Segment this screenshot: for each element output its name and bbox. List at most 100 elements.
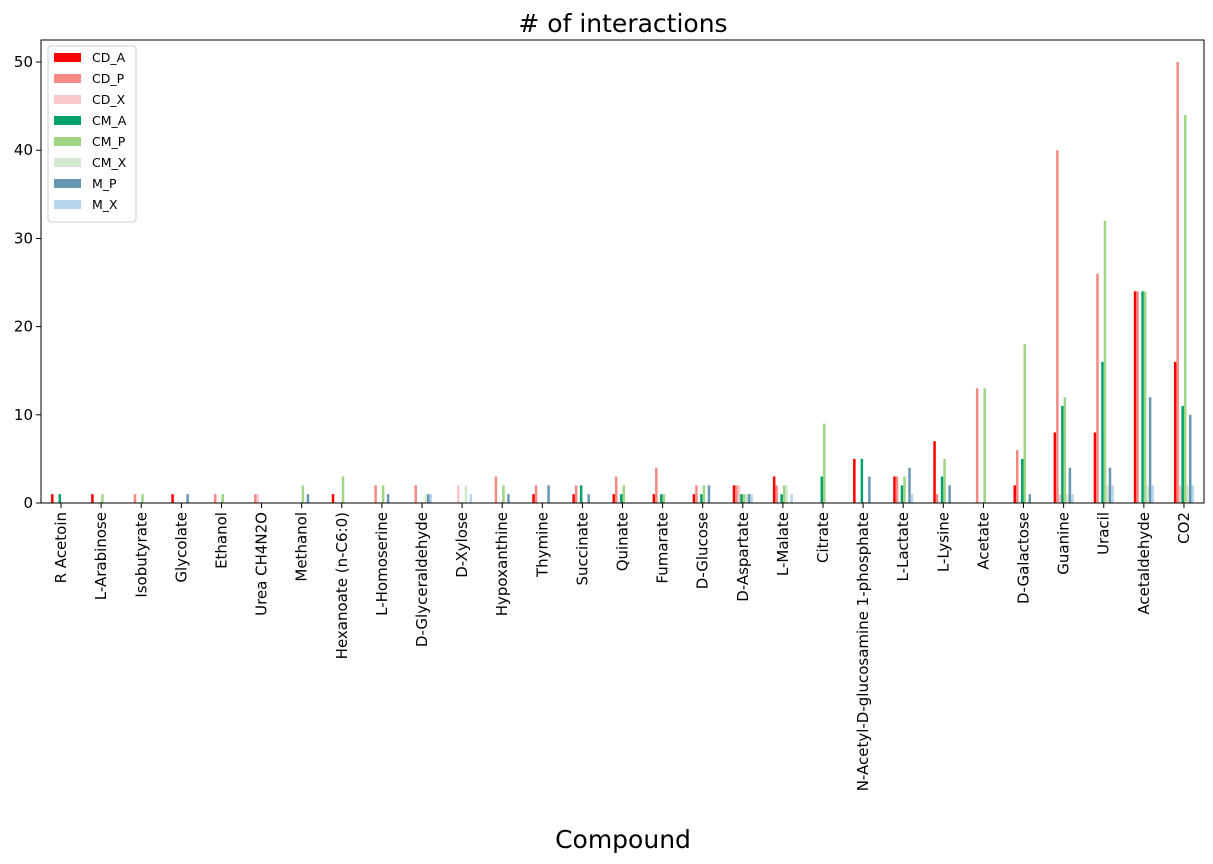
bar-CM_P-17 bbox=[742, 494, 746, 503]
bar-CD_P-17 bbox=[735, 485, 738, 503]
bar-CM_X-28 bbox=[1186, 485, 1189, 503]
x-tick-label: R Acetoin bbox=[52, 512, 70, 583]
bar-M_P-17 bbox=[747, 494, 751, 503]
bar-M_P-12 bbox=[547, 485, 550, 503]
bar-CM_X-27 bbox=[1146, 485, 1149, 503]
x-tick-label: Succinate bbox=[573, 512, 591, 586]
bar-CM_P-25 bbox=[1063, 397, 1067, 503]
bar-M_P-20 bbox=[868, 476, 871, 503]
x-tick-label: L-Lysine bbox=[934, 512, 952, 572]
bar-CD_P-25 bbox=[1056, 150, 1059, 504]
legend-swatch-M_X bbox=[54, 200, 81, 209]
bar-M_P-24 bbox=[1028, 494, 1032, 503]
bar-CM_X-9 bbox=[424, 494, 427, 503]
bar-M_X-9 bbox=[429, 494, 433, 503]
bar-M_X-18 bbox=[790, 494, 793, 503]
bar-CM_P-18 bbox=[782, 485, 786, 503]
x-tick-label: Thymine bbox=[533, 512, 551, 578]
bar-M_P-28 bbox=[1188, 414, 1192, 503]
x-tick-label: Hexanoate (n-C6:0) bbox=[333, 512, 351, 659]
y-tick-label: 10 bbox=[14, 406, 33, 424]
legend-swatch-CD_X bbox=[54, 95, 81, 104]
bar-CM_A-28 bbox=[1181, 405, 1184, 503]
chart-title: # of interactions bbox=[518, 9, 727, 38]
bar-CM_P-21 bbox=[903, 476, 906, 503]
bar-M_X-27 bbox=[1151, 485, 1154, 503]
bar-CD_A-21 bbox=[893, 476, 896, 503]
legend-swatch-CM_P bbox=[54, 137, 81, 146]
bar-CM_A-0 bbox=[58, 494, 62, 503]
bar-M_P-26 bbox=[1108, 467, 1112, 503]
x-tick-label: N-Acetyl-D-glucosamine 1-phosphate bbox=[854, 512, 872, 791]
bar-CM_X-17 bbox=[745, 494, 748, 503]
bar-CM_P-27 bbox=[1143, 291, 1147, 503]
bar-CD_A-13 bbox=[572, 494, 575, 503]
y-tick-label: 50 bbox=[14, 53, 33, 71]
bar-CM_A-16 bbox=[700, 494, 703, 503]
bar-M_P-6 bbox=[306, 494, 310, 503]
bar-M_P-3 bbox=[186, 494, 189, 503]
x-tick-label: Methanol bbox=[293, 512, 311, 582]
bars-layer bbox=[51, 62, 1194, 504]
bar-CD_P-9 bbox=[414, 485, 417, 503]
legend-label-CM_P: CM_P bbox=[92, 134, 126, 149]
bar-CD_A-0 bbox=[51, 494, 54, 503]
bar-CM_A-15 bbox=[660, 494, 663, 503]
bar-CM_P-16 bbox=[702, 485, 706, 503]
bar-CD_A-28 bbox=[1173, 361, 1177, 503]
bar-CD_A-18 bbox=[772, 476, 776, 503]
x-tick-label: Urea CH4N2O bbox=[253, 512, 271, 616]
legend-label-M_P: M_P bbox=[92, 176, 117, 191]
bar-M_P-9 bbox=[427, 494, 430, 503]
y-tick-label: 40 bbox=[14, 141, 33, 159]
legend-label-CM_X: CM_X bbox=[92, 155, 127, 170]
bar-M_P-21 bbox=[908, 467, 911, 503]
x-tick-label: Isobutyrate bbox=[132, 512, 150, 598]
bar-CD_A-14 bbox=[612, 494, 615, 503]
bar-CD_P-28 bbox=[1176, 62, 1179, 504]
bar-CM_P-14 bbox=[622, 485, 626, 503]
bar-CD_A-22 bbox=[933, 441, 936, 503]
bar-CD_P-27 bbox=[1136, 291, 1139, 503]
bar-CM_X-10 bbox=[464, 485, 468, 503]
x-tick-label: L-Lactate bbox=[894, 512, 912, 582]
legend-frame bbox=[47, 45, 137, 223]
legend-swatch-CM_X bbox=[54, 158, 81, 167]
legend-swatch-CM_A bbox=[54, 116, 81, 125]
bar-M_P-8 bbox=[386, 494, 390, 503]
bar-M_P-13 bbox=[587, 494, 590, 503]
plot-frame bbox=[40, 39, 1205, 504]
bar-CD_A-3 bbox=[171, 494, 174, 503]
bar-CM_X-25 bbox=[1066, 494, 1069, 503]
x-tick-label: Acetate bbox=[974, 512, 992, 570]
bar-CM_A-27 bbox=[1141, 291, 1144, 503]
bar-CD_X-17 bbox=[737, 485, 741, 503]
bar-CM_A-26 bbox=[1101, 361, 1104, 503]
bar-CM_X-18 bbox=[785, 485, 788, 503]
x-tick-label: Acetaldehyde bbox=[1135, 512, 1153, 615]
bar-CM_P-6 bbox=[301, 485, 305, 503]
bar-CM_P-28 bbox=[1183, 114, 1187, 504]
x-tick-label: D-Aspartate bbox=[734, 512, 752, 602]
x-tick-label: Glycolate bbox=[172, 512, 190, 583]
legend-label-CD_A: CD_A bbox=[92, 50, 126, 65]
bar-M_P-11 bbox=[507, 494, 510, 503]
bar-CD_A-17 bbox=[732, 485, 736, 503]
bar-CM_A-17 bbox=[740, 494, 743, 503]
bar-M_P-22 bbox=[948, 485, 951, 503]
bar-CD_A-15 bbox=[652, 494, 656, 503]
bar-M_P-25 bbox=[1068, 467, 1072, 503]
bar-CM_A-18 bbox=[780, 494, 783, 503]
bar-CD_P-23 bbox=[975, 388, 979, 503]
bar-CM_P-11 bbox=[502, 485, 505, 503]
bar-CM_P-15 bbox=[662, 494, 666, 503]
bar-CM_P-22 bbox=[943, 458, 946, 503]
bar-CD_P-2 bbox=[133, 494, 137, 503]
bar-CD_A-1 bbox=[91, 494, 94, 503]
bar-CD_X-10 bbox=[457, 485, 460, 503]
x-tick-label: Hypoxanthine bbox=[493, 512, 511, 616]
axes-layer: 0 10 20 30 40 50 R Acetoin L-Arabinose Isobutyra… bbox=[14, 39, 1205, 791]
bar-CM_A-24 bbox=[1021, 458, 1024, 503]
bar-CD_P-12 bbox=[534, 485, 538, 503]
